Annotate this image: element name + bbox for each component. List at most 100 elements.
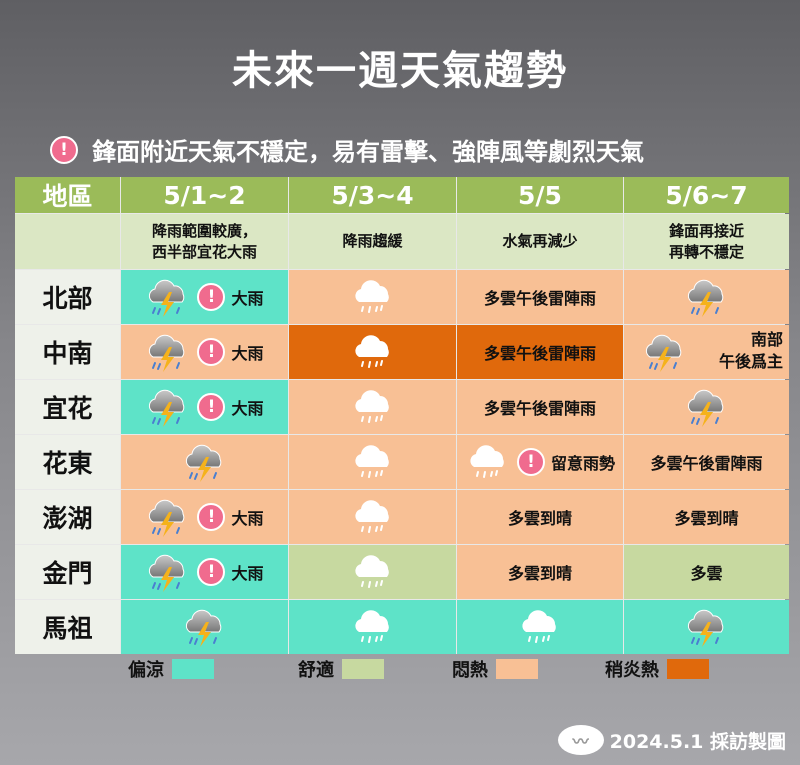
forecast-cell: 多雲午後雷陣雨: [457, 380, 623, 434]
forecast-cell: ! 大雨: [121, 380, 288, 434]
legend-label: 偏涼: [128, 660, 164, 681]
forecast-cell: [289, 380, 456, 434]
thunderstorm-icon: [687, 389, 723, 427]
forecast-cell: [289, 435, 456, 489]
forecast-cell: [624, 600, 789, 654]
exclamation-icon: !: [197, 338, 226, 366]
legend-item: 偏涼: [128, 656, 214, 682]
forecast-cell: ! 大雨: [121, 490, 288, 544]
rain-icon: [354, 280, 389, 313]
legend-swatch: [342, 659, 384, 679]
thunderstorm-icon: [185, 609, 221, 647]
thunderstorm-icon: [645, 334, 682, 372]
rain-icon: [354, 445, 389, 478]
forecast-text: 多雲午後雷陣雨: [483, 289, 596, 308]
credit-text: 2024.5.1 採訪製圖: [609, 730, 786, 753]
forecast-cell: 多雲到晴: [624, 490, 789, 544]
forecast-cell: ! 留意雨勢: [457, 435, 623, 489]
forecast-cell: 多雲午後雷陣雨: [457, 270, 623, 324]
thunderstorm-icon: [149, 334, 185, 372]
thunderstorm-icon: [149, 499, 185, 537]
forecast-cell: 多雲到晴: [457, 545, 623, 599]
rain-icon: [522, 610, 556, 643]
region-label: 馬祖: [15, 600, 120, 654]
forecast-cell: [289, 325, 456, 379]
forecast-text: 多雲到晴: [674, 509, 739, 528]
forecast-cell: [624, 380, 789, 434]
alert-text: 鋒面附近天氣不穩定，易有雷擊、強陣風等劇烈天氣: [92, 138, 644, 166]
forecast-text: 多雲: [690, 564, 723, 583]
forecast-text: 多雲午後雷陣雨: [650, 454, 763, 473]
forecast-cell: 多雲: [624, 545, 789, 599]
legend-swatch: [172, 659, 214, 679]
region-label: 金門: [15, 545, 120, 599]
exclamation-icon: !: [516, 448, 545, 476]
rain-icon: [354, 610, 389, 643]
rain-icon: [354, 390, 389, 423]
forecast-cell: [289, 270, 456, 324]
forecast-text: 大雨: [231, 344, 264, 363]
legend-item: 稍炎熱: [605, 656, 709, 682]
forecast-cell: ! 大雨: [121, 325, 288, 379]
region-label: 花東: [15, 435, 120, 489]
forecast-cell: [457, 600, 623, 654]
forecast-text: 大雨: [231, 289, 264, 308]
forecast-cell: [289, 490, 456, 544]
forecast-cell: ! 大雨: [121, 545, 288, 599]
forecast-note: 南部 午後爲主: [718, 330, 783, 371]
logo-icon: 〰: [557, 725, 604, 755]
exclamation-icon: !: [197, 503, 226, 531]
column-subheader: 鋒面再接近 再轉不穩定: [624, 214, 789, 269]
legend-label: 舒適: [298, 660, 334, 681]
forecast-cell: 南部 午後爲主: [624, 325, 789, 379]
region-label: 澎湖: [15, 490, 120, 544]
legend-swatch: [667, 659, 709, 679]
weather-table: 地區 5/1~2 5/3~4 5/5 5/6~7 降雨範圍較廣， 西半部宜花大雨 降雨趨緩水…: [15, 177, 789, 654]
rain-icon: [354, 500, 389, 533]
forecast-text: 多雲午後雷陣雨: [483, 399, 596, 418]
rain-icon: [354, 335, 389, 368]
column-subheader: 降雨趨緩: [289, 214, 456, 269]
rain-icon: [354, 555, 389, 588]
column-header: 5/6~7: [624, 177, 789, 213]
legend-label: 稍炎熱: [605, 660, 659, 681]
forecast-cell: [121, 435, 288, 489]
forecast-cell: [289, 545, 456, 599]
forecast-cell: 多雲午後雷陣雨: [624, 435, 789, 489]
thunderstorm-icon: [687, 279, 723, 317]
forecast-cell: [121, 600, 288, 654]
thunderstorm-icon: [185, 444, 221, 482]
forecast-text: 大雨: [231, 564, 264, 583]
forecast-text: 多雲到晴: [507, 564, 572, 583]
legend-label: 悶熱: [452, 660, 488, 681]
forecast-text: 大雨: [231, 509, 264, 528]
forecast-cell: 多雲到晴: [457, 490, 623, 544]
thunderstorm-icon: [149, 554, 185, 592]
forecast-text: 多雲到晴: [507, 509, 572, 528]
legend-item: 舒適: [298, 656, 384, 682]
forecast-text: 留意雨勢: [550, 454, 615, 473]
region-label: 宜花: [15, 380, 120, 434]
forecast-cell: [624, 270, 789, 324]
column-header: 5/1~2: [121, 177, 288, 213]
forecast-text: 多雲午後雷陣雨: [483, 344, 596, 363]
page-title: 未來一週天氣趨勢: [232, 48, 568, 94]
forecast-cell: 多雲午後雷陣雨: [457, 325, 623, 379]
column-subheader: 降雨範圍較廣， 西半部宜花大雨: [121, 214, 288, 269]
thunderstorm-icon: [149, 279, 185, 317]
legend-item: 悶熱: [452, 656, 538, 682]
column-header: 5/3~4: [289, 177, 456, 213]
exclamation-icon: !: [197, 393, 226, 421]
legend: 偏涼 舒適 悶熱 稍炎熱: [0, 656, 800, 686]
forecast-text: 大雨: [231, 399, 264, 418]
column-header: 5/5: [457, 177, 623, 213]
alert-banner: ! 鋒面附近天氣不穩定，易有雷擊、強陣風等劇烈天氣: [50, 132, 644, 167]
forecast-cell: [289, 600, 456, 654]
thunderstorm-icon: [687, 609, 723, 647]
exclamation-icon: !: [197, 283, 226, 311]
exclamation-icon: !: [197, 558, 226, 586]
column-subheader: 水氣再減少: [457, 214, 623, 269]
exclamation-icon: !: [50, 135, 78, 164]
region-label: 北部: [15, 270, 120, 324]
thunderstorm-icon: [149, 389, 185, 427]
